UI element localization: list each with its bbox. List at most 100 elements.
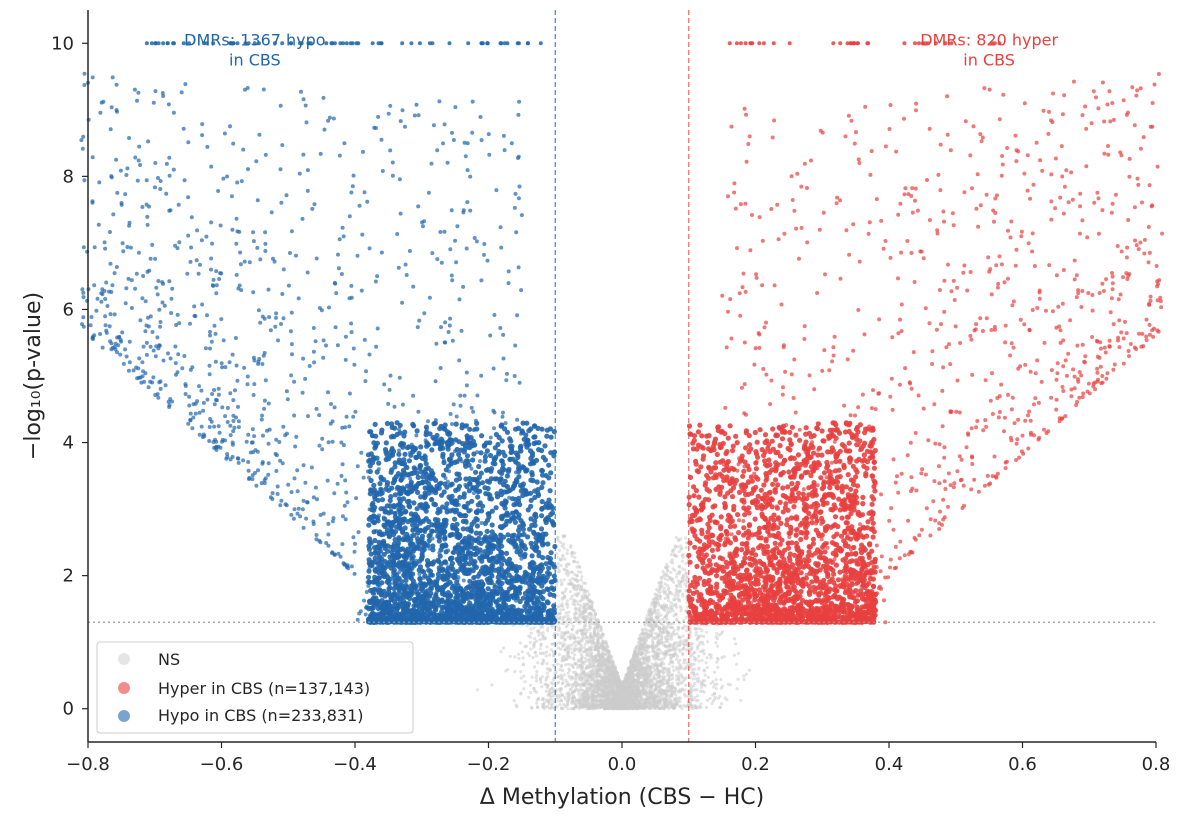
ns-point [690, 695, 694, 699]
ns-point [573, 584, 577, 588]
ns-point [663, 644, 667, 648]
ns-point [658, 702, 662, 706]
ns-point [716, 665, 720, 670]
ns-point [634, 699, 638, 703]
ns-point [657, 679, 661, 684]
ns-point [716, 644, 720, 648]
ns-point [573, 556, 577, 560]
ns-point [672, 603, 676, 607]
ns-point [594, 685, 598, 689]
ns-point [666, 565, 670, 569]
ns-point [642, 683, 646, 687]
ns-point [560, 668, 565, 673]
ns-point [556, 675, 560, 679]
ns-point [662, 586, 667, 590]
ns-point [557, 641, 561, 645]
ns-point [581, 705, 586, 710]
ns-point [594, 654, 598, 658]
ns-point [711, 679, 715, 684]
ns-point [636, 680, 640, 685]
ns-point [593, 690, 597, 694]
ns-point [594, 681, 598, 685]
ns-point [557, 548, 562, 553]
ns-point [607, 680, 611, 685]
ns-point [671, 567, 675, 571]
ns-point [600, 632, 605, 636]
ns-point [634, 695, 638, 699]
hypo-point [431, 501, 437, 507]
ns-point [572, 649, 576, 653]
ns-point [696, 706, 700, 710]
ns-point [607, 657, 611, 661]
ns-point [653, 693, 657, 697]
ns-point [596, 638, 600, 642]
ns-point [623, 677, 627, 681]
ns-point [645, 651, 649, 655]
ns-point [676, 579, 680, 583]
ns-point [527, 634, 531, 638]
ns-point [704, 705, 709, 710]
ns-point [678, 649, 682, 654]
ns-point [714, 635, 718, 639]
ns-point [658, 669, 662, 673]
ns-point [574, 687, 578, 691]
ns-point [567, 662, 571, 667]
ns-point [735, 687, 739, 691]
ns-point [677, 570, 681, 574]
ns-point [656, 589, 660, 593]
ns-point [562, 634, 566, 638]
ns-point [669, 604, 673, 608]
ns-point [530, 705, 534, 709]
ns-point [539, 678, 543, 682]
ns-point [536, 661, 540, 665]
ns-point [533, 665, 537, 669]
ns-point [563, 615, 567, 619]
ns-point [577, 659, 581, 664]
ns-point [545, 671, 550, 675]
ns-point [633, 701, 637, 706]
ns-point [677, 681, 681, 686]
ns-point [655, 598, 660, 603]
ns-point [640, 705, 644, 709]
ns-point [651, 641, 655, 645]
ns-point [673, 687, 677, 691]
ns-point [566, 635, 570, 639]
ns-point [671, 580, 676, 584]
ns-point [607, 667, 612, 671]
hypo-point [467, 600, 473, 606]
ns-point [654, 668, 659, 672]
ns-point [706, 640, 710, 644]
ns-point [541, 634, 545, 638]
ns-point [677, 565, 681, 569]
ns-point [574, 640, 578, 644]
ns-point [674, 591, 678, 595]
ns-point [570, 594, 574, 598]
ns-point [616, 674, 621, 678]
ns-point [570, 643, 574, 647]
ns-point [581, 581, 586, 585]
ns-point [574, 611, 578, 615]
ns-point [569, 663, 574, 667]
ns-point [622, 703, 626, 707]
ns-point [735, 662, 739, 666]
ns-point [576, 629, 580, 633]
ns-point [690, 704, 694, 709]
ns-point [604, 702, 608, 706]
ns-point [666, 610, 670, 614]
ns-point [668, 642, 672, 646]
ns-point [529, 647, 533, 651]
ns-point [559, 563, 563, 568]
ns-point [516, 652, 521, 656]
ns-point [684, 571, 689, 575]
ns-point [684, 683, 688, 687]
ns-point [560, 591, 565, 595]
ns-point [644, 697, 648, 701]
ns-point [612, 706, 616, 711]
ns-point [715, 631, 719, 635]
ns-point [669, 633, 673, 638]
ns-point [545, 667, 549, 671]
ns-point [695, 694, 700, 698]
ns-point [698, 689, 703, 693]
ns-point [544, 676, 549, 680]
ns-point [617, 705, 621, 709]
